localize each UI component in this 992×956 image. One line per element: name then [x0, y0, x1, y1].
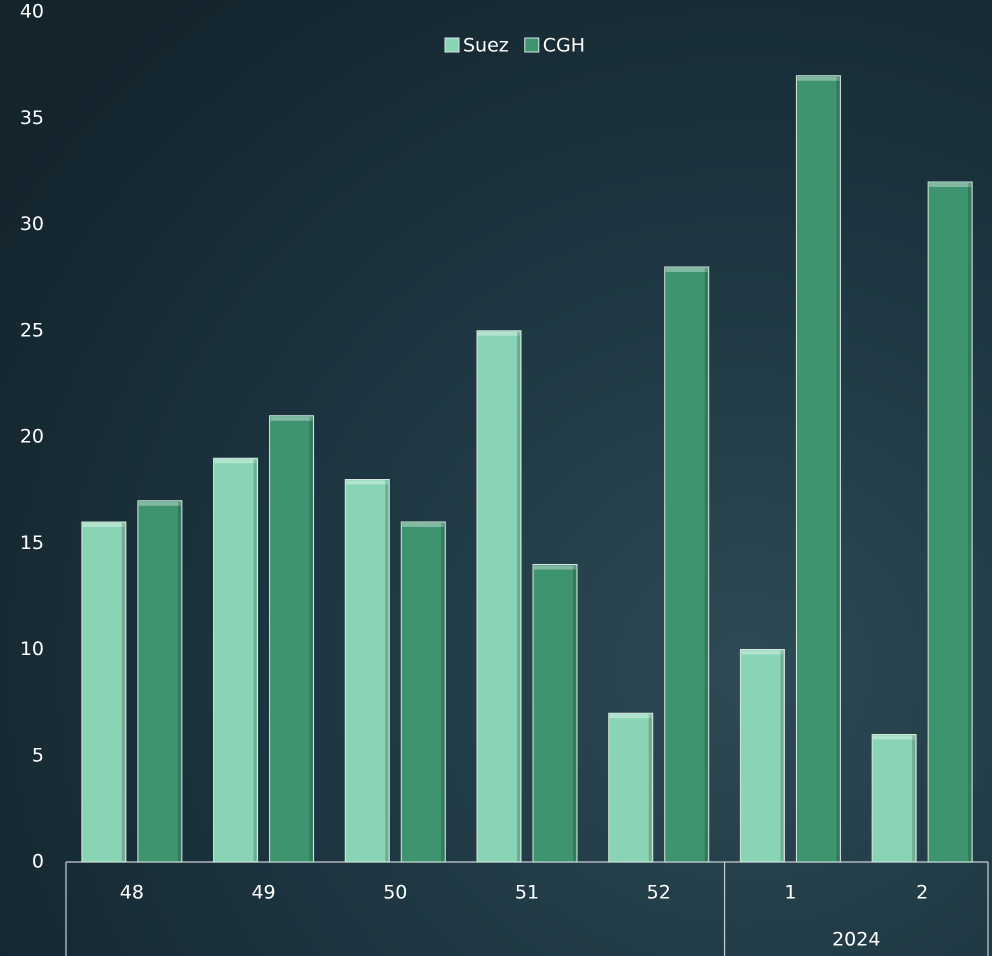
bar-bevel: [82, 523, 125, 527]
y-tick-label: 10: [20, 638, 44, 660]
bar-group: [344, 479, 390, 863]
bar-bevel: [609, 714, 652, 719]
legend-label: CGH: [543, 35, 585, 57]
y-tick-label: 25: [20, 319, 44, 341]
x-tick-label: 51: [515, 882, 539, 904]
bar: [608, 712, 654, 863]
bar-shade: [704, 268, 708, 861]
bar-group: [871, 734, 917, 863]
bar-group: [532, 564, 578, 863]
bar-shade: [912, 735, 916, 861]
bar: [269, 415, 315, 863]
bar-group: [400, 521, 446, 863]
bar-group: [269, 415, 315, 863]
bar-bevel: [270, 416, 313, 421]
bar-group: [664, 266, 710, 863]
bar-bevel: [797, 76, 840, 81]
bar: [927, 181, 973, 863]
bar: [400, 521, 446, 863]
bar-group: [608, 712, 654, 863]
bar-shade: [441, 523, 445, 861]
bar: [664, 266, 710, 863]
bar-shade: [517, 331, 520, 861]
bar-group: [137, 500, 183, 863]
y-tick-label: 40: [20, 1, 44, 23]
bar-bevel: [665, 268, 708, 272]
y-tick-label: 0: [32, 851, 44, 873]
bar-group: [476, 330, 522, 863]
bar-shade: [385, 480, 389, 861]
x-tick-label: 1: [784, 882, 796, 904]
y-tick-label: 35: [20, 107, 44, 129]
bar: [213, 457, 259, 863]
x-tick-label: 48: [120, 882, 144, 904]
bar-bevel: [346, 480, 389, 485]
bar-bevel: [534, 565, 576, 570]
bar-shade: [648, 714, 652, 861]
bar: [532, 564, 578, 863]
x-tick-label: 50: [383, 882, 407, 904]
bar-shade: [968, 183, 972, 861]
bar-shade: [780, 650, 784, 861]
bar: [81, 521, 127, 863]
bar: [871, 734, 917, 863]
legend: Suez CGH: [444, 35, 585, 57]
bar-bevel: [214, 459, 257, 464]
y-tick-label: 15: [20, 532, 44, 554]
legend-swatch: [524, 37, 540, 53]
bar-group: [213, 457, 259, 863]
group-label: 2024: [832, 929, 880, 951]
bar-group: [927, 181, 973, 863]
bar-shade: [121, 523, 125, 861]
bar: [795, 75, 841, 863]
bar-bevel: [478, 331, 520, 336]
bar-bevel: [138, 501, 181, 506]
bar: [137, 500, 183, 863]
legend-swatch: [444, 37, 460, 53]
bar-shade: [573, 565, 576, 861]
x-tick-label: 52: [647, 882, 671, 904]
y-tick-label: 20: [20, 426, 44, 448]
bar-group: [739, 649, 785, 863]
bar-bevel: [873, 735, 916, 740]
bar-bevel: [929, 183, 972, 187]
bar: [739, 649, 785, 863]
bar-bevel: [741, 650, 784, 655]
bar-group: [795, 75, 841, 863]
y-tick-label: 30: [20, 213, 44, 235]
bar-shade: [177, 501, 181, 861]
bar-shade: [309, 416, 313, 861]
bar-shade: [836, 76, 840, 861]
x-tick-label: 2: [916, 882, 928, 904]
bar-bevel: [402, 523, 445, 527]
bar: [476, 330, 522, 863]
y-tick-label: 5: [32, 744, 44, 766]
bar-group: [81, 521, 127, 863]
bar: [344, 479, 390, 863]
legend-label: Suez: [463, 35, 509, 57]
x-tick-label: 49: [251, 882, 275, 904]
bar-shade: [253, 459, 257, 861]
